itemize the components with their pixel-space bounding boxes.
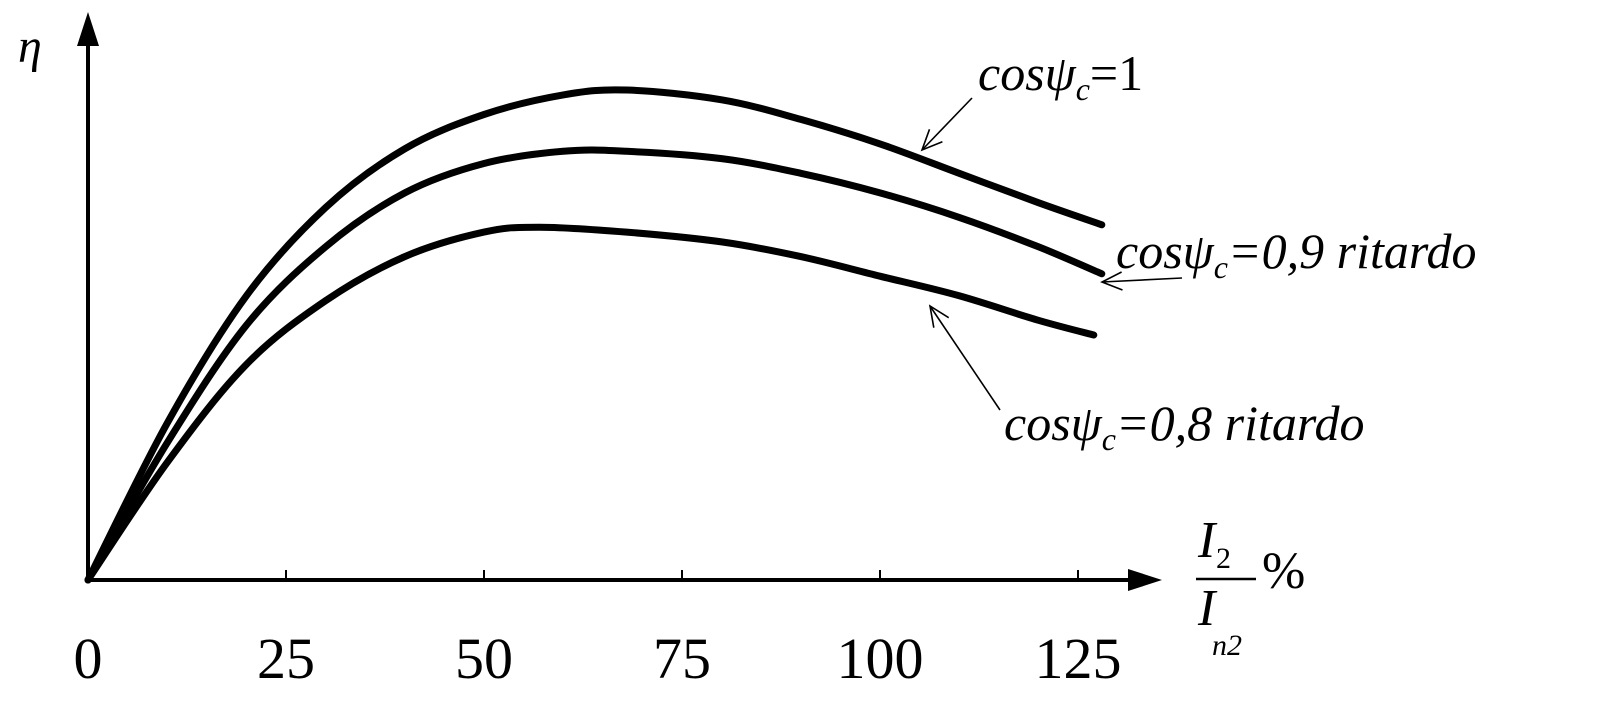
- series-label-1-sub: c: [1076, 71, 1090, 107]
- series-label-1: cosψc=1: [978, 45, 1143, 107]
- x-label-numerator: I: [1197, 512, 1218, 569]
- series-line-1: [84, 86, 1106, 584]
- pointer-series-1-head: [920, 129, 943, 152]
- x-label-denominator-sub: n2: [1212, 629, 1242, 662]
- x-tick-label-100: 100: [837, 626, 924, 691]
- series-label-3-sub: c: [1102, 421, 1116, 457]
- y-axis-symbol: η: [18, 20, 42, 73]
- series-line-3: [84, 223, 1098, 584]
- series-line-2: [84, 146, 1106, 584]
- y-axis-arrow: [77, 12, 99, 46]
- pointer-series-1: [921, 97, 973, 151]
- series-label-3-value: =0,8 ritardo: [1116, 395, 1365, 451]
- x-tick-label-50: 50: [455, 626, 513, 691]
- series-label-3-prefix: cosψ: [1004, 395, 1103, 451]
- x-tick-label-0: 0: [74, 626, 103, 691]
- x-tick-label-75: 75: [653, 626, 711, 691]
- x-ticks: 0 25 50 75 100 125: [74, 570, 1122, 691]
- pointer-series-2: [1101, 277, 1183, 283]
- x-label-unit: %: [1262, 543, 1305, 600]
- pointer-series-3: [929, 305, 1001, 411]
- label-pointers: [920, 97, 1183, 411]
- x-axis-arrow: [1128, 569, 1162, 591]
- series-label-1-prefix: cosψ: [978, 45, 1077, 101]
- series-label-2-value: =0,9 ritardo: [1228, 223, 1477, 279]
- pointer-series-3-head: [928, 304, 950, 328]
- series-label-2-sub: c: [1214, 249, 1228, 285]
- x-label-denominator: I: [1197, 580, 1218, 637]
- x-tick-label-125: 125: [1035, 626, 1122, 691]
- series-label-2-prefix: cosψ: [1116, 223, 1215, 279]
- series-label-1-value: =1: [1090, 45, 1143, 101]
- x-label-numerator-sub: 2: [1216, 542, 1231, 575]
- pointer-series-2-head: [1100, 271, 1123, 291]
- x-tick-label-25: 25: [257, 626, 315, 691]
- series-label-3: cosψc=0,8 ritardo: [1004, 395, 1365, 457]
- x-axis-label: I 2 I n2 %: [1196, 512, 1305, 662]
- series-label-2: cosψc=0,9 ritardo: [1116, 223, 1477, 285]
- series-group: [84, 86, 1106, 584]
